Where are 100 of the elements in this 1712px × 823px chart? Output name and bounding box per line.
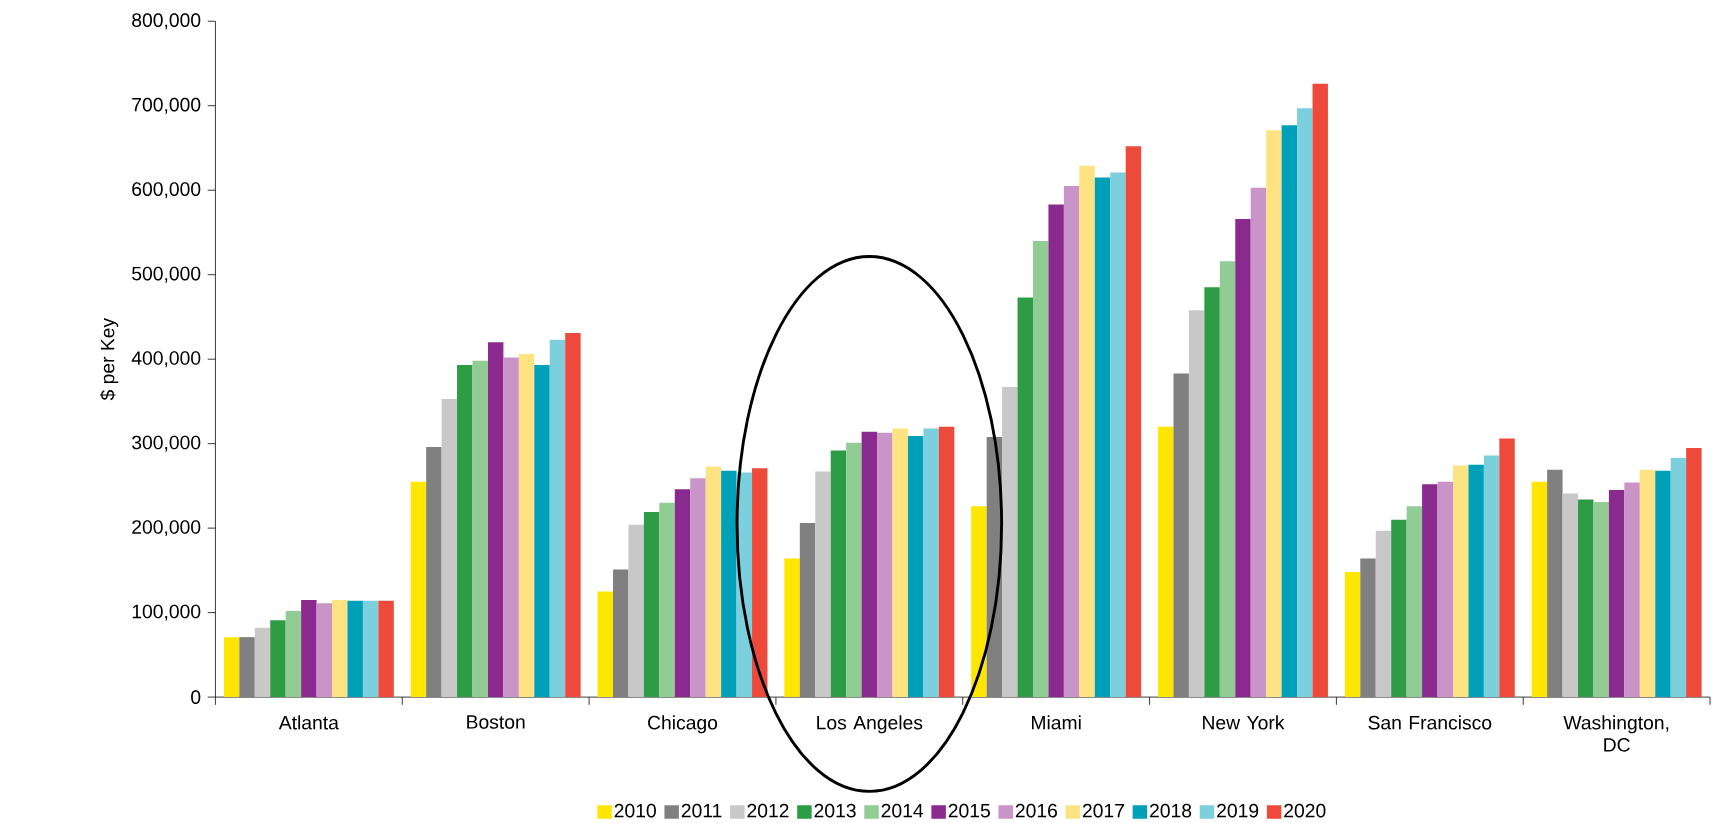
y-tick-label: 600,000 — [132, 182, 201, 199]
y-tick-label: 500,000 — [132, 266, 201, 283]
bar — [457, 365, 473, 698]
bar — [1593, 502, 1609, 698]
bar — [1562, 493, 1579, 698]
bar — [705, 466, 722, 698]
bar — [378, 600, 394, 698]
bar — [487, 342, 504, 698]
bar — [549, 339, 566, 698]
bar — [659, 502, 675, 698]
bar — [1639, 470, 1656, 698]
bar — [1048, 204, 1064, 698]
x-tick-label: Washington, DC — [1563, 715, 1669, 752]
bar — [1188, 310, 1205, 698]
bar — [332, 600, 348, 698]
bar — [441, 399, 458, 698]
y-tick-label: 700,000 — [132, 97, 201, 114]
bar — [1547, 470, 1563, 698]
y-tick-label: 0 — [191, 690, 201, 705]
bar — [534, 365, 550, 698]
bar — [1110, 172, 1126, 698]
bar — [923, 428, 939, 698]
x-tick-label: Los Angeles — [817, 715, 923, 734]
bar — [1686, 448, 1702, 698]
bar — [1158, 426, 1174, 698]
bar — [799, 523, 816, 698]
bar — [971, 506, 987, 698]
bar — [1204, 287, 1220, 698]
bar — [643, 512, 660, 698]
bar — [1670, 458, 1687, 698]
bar — [1437, 481, 1453, 698]
bar — [628, 524, 644, 698]
bar — [938, 426, 955, 698]
bar — [1219, 261, 1236, 698]
y-tick-label: 200,000 — [132, 520, 201, 537]
legend-label: 2012 — [747, 804, 789, 818]
bar — [1406, 506, 1423, 698]
bar — [1624, 482, 1640, 698]
bar — [1250, 187, 1267, 698]
bar — [1173, 373, 1189, 698]
bar — [1452, 465, 1469, 698]
legend-label: 2011 — [681, 804, 722, 818]
bar — [410, 481, 427, 698]
bar — [1375, 530, 1392, 698]
bar — [503, 357, 519, 698]
bar — [270, 620, 286, 698]
bar — [316, 603, 333, 698]
bar — [1344, 572, 1361, 698]
x-tick-label: Chicago — [648, 715, 718, 734]
bar — [690, 478, 706, 698]
bar — [830, 450, 847, 698]
bar — [223, 637, 240, 698]
bar — [1391, 519, 1407, 698]
y-tick-label: 100,000 — [132, 604, 201, 621]
x-tick-label: Atlanta — [278, 715, 339, 730]
bar — [752, 468, 768, 698]
bar — [239, 637, 255, 698]
bar — [285, 611, 302, 698]
bar — [254, 628, 271, 698]
bar — [518, 354, 535, 698]
x-tick-label: Boston — [467, 715, 525, 729]
bar — [612, 569, 629, 698]
bar — [301, 600, 317, 698]
bar — [426, 447, 442, 698]
legend-label: 2020 — [1284, 804, 1326, 818]
bar — [565, 333, 581, 698]
bar — [597, 591, 613, 698]
bar — [1422, 484, 1438, 698]
bar — [1079, 165, 1095, 698]
bar — [721, 470, 737, 698]
bar — [815, 471, 831, 698]
bar — [472, 361, 488, 698]
bar — [347, 600, 363, 698]
x-tick-label: New York — [1203, 715, 1285, 730]
y-tick-label: 800,000 — [132, 13, 201, 30]
legend-label: 2015 — [948, 804, 990, 818]
bar — [1578, 499, 1594, 698]
bar — [1483, 455, 1500, 698]
legend-label: 2013 — [814, 804, 856, 818]
bar — [1312, 83, 1328, 698]
bar — [1281, 125, 1298, 698]
bar — [784, 558, 800, 698]
bar — [362, 600, 379, 698]
y-tick-label: 400,000 — [131, 351, 201, 368]
legend-label: 2017 — [1082, 804, 1124, 818]
bar — [1468, 464, 1484, 698]
bar — [1297, 108, 1313, 698]
y-tick-label: 300,000 — [132, 435, 201, 452]
bar — [1266, 130, 1282, 698]
legend-label: 2019 — [1217, 804, 1259, 818]
bar — [1531, 481, 1548, 698]
bar — [1360, 558, 1376, 698]
legend-label: 2016 — [1015, 804, 1057, 818]
bar — [1017, 297, 1033, 698]
bar — [861, 432, 878, 698]
bar — [1002, 387, 1018, 698]
bar — [674, 489, 691, 698]
bar — [907, 436, 924, 698]
legend-label: 2018 — [1150, 804, 1192, 818]
bar — [1063, 186, 1080, 698]
